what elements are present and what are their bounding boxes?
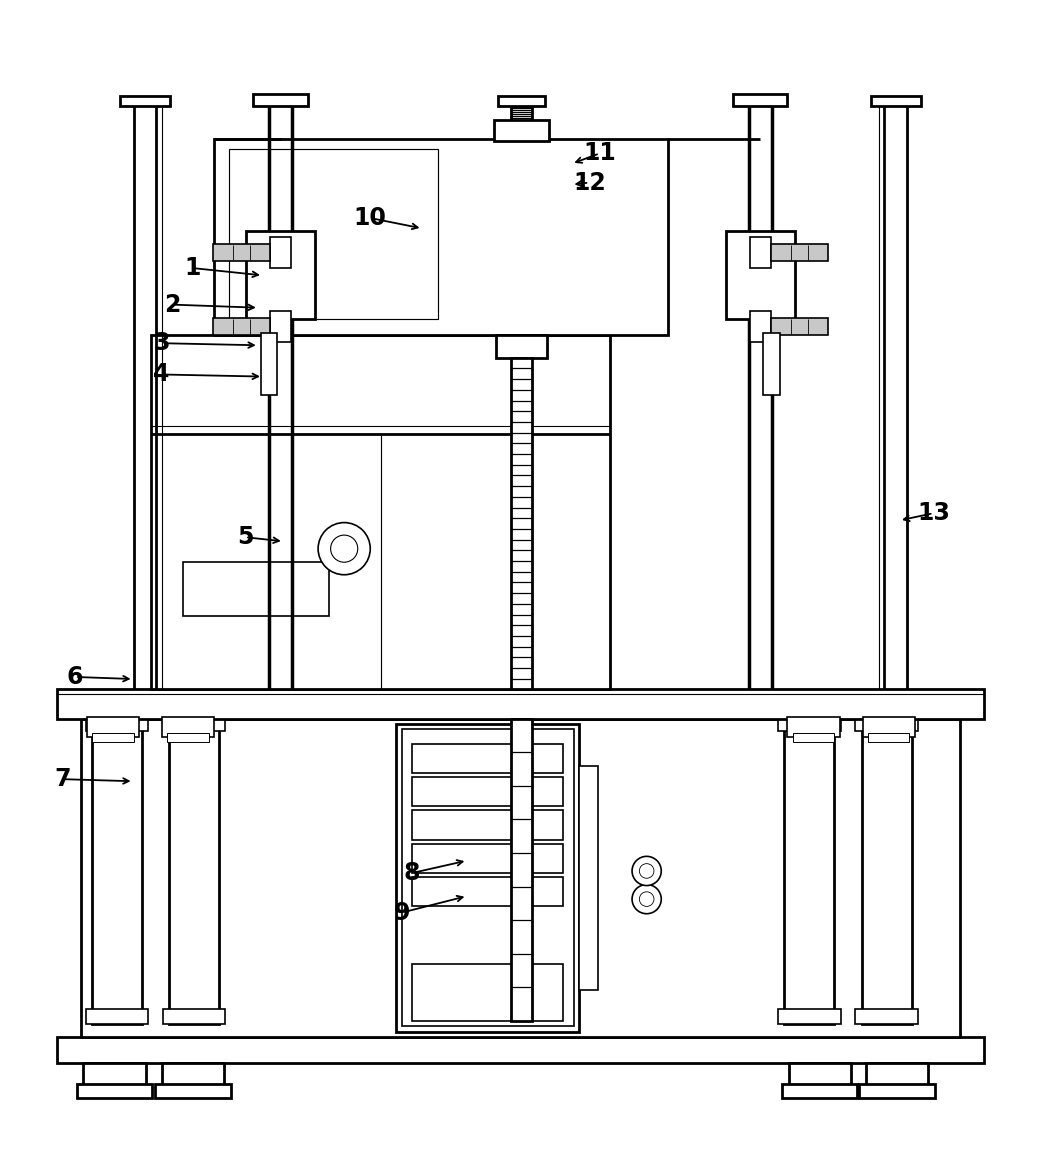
Bar bbox=[92, 733, 134, 741]
Bar bbox=[213, 244, 270, 261]
Bar bbox=[412, 744, 563, 773]
Circle shape bbox=[639, 891, 654, 906]
Bar bbox=[261, 332, 277, 395]
Bar bbox=[167, 733, 209, 741]
Text: 5: 5 bbox=[237, 525, 253, 550]
Text: 3: 3 bbox=[153, 331, 170, 356]
Bar bbox=[868, 733, 909, 741]
Text: 10: 10 bbox=[354, 206, 387, 230]
Bar bbox=[498, 96, 545, 107]
Text: 6: 6 bbox=[67, 665, 83, 689]
Bar bbox=[87, 717, 139, 738]
Bar bbox=[169, 729, 219, 1024]
Bar bbox=[120, 96, 170, 107]
Bar bbox=[163, 1009, 225, 1024]
Bar bbox=[270, 237, 291, 268]
Bar bbox=[214, 138, 668, 335]
Bar bbox=[511, 718, 532, 1021]
Circle shape bbox=[632, 856, 661, 885]
Bar bbox=[412, 963, 563, 1021]
Bar bbox=[778, 1009, 841, 1024]
Bar bbox=[396, 724, 579, 1032]
Bar bbox=[778, 716, 841, 731]
Bar bbox=[789, 1063, 851, 1085]
Text: 4: 4 bbox=[153, 363, 170, 387]
Text: 13: 13 bbox=[917, 501, 950, 525]
Bar bbox=[81, 718, 960, 1037]
Bar bbox=[750, 237, 771, 268]
Bar bbox=[863, 717, 915, 738]
Bar bbox=[859, 1084, 935, 1098]
Bar bbox=[855, 1009, 918, 1024]
Text: 12: 12 bbox=[573, 171, 606, 194]
Bar bbox=[229, 149, 438, 320]
Bar bbox=[511, 107, 532, 136]
Bar bbox=[787, 717, 840, 738]
Bar bbox=[771, 244, 828, 261]
Bar bbox=[246, 230, 315, 320]
Bar bbox=[750, 311, 771, 342]
Text: 7: 7 bbox=[54, 767, 71, 791]
Bar bbox=[213, 318, 270, 335]
Bar bbox=[86, 1009, 148, 1024]
Bar bbox=[151, 335, 610, 689]
Bar bbox=[86, 716, 148, 731]
Bar bbox=[163, 716, 225, 731]
Bar bbox=[183, 562, 329, 617]
Bar bbox=[412, 810, 563, 840]
Bar bbox=[782, 1084, 857, 1098]
Text: 8: 8 bbox=[404, 861, 420, 885]
Bar bbox=[270, 311, 291, 342]
Bar bbox=[57, 689, 984, 718]
Bar bbox=[733, 94, 787, 107]
Text: 1: 1 bbox=[185, 256, 201, 280]
Bar bbox=[412, 844, 563, 873]
Bar bbox=[726, 230, 795, 320]
Bar bbox=[253, 94, 308, 107]
Bar bbox=[162, 717, 214, 738]
Text: 9: 9 bbox=[393, 901, 410, 925]
Bar bbox=[771, 318, 828, 335]
Bar bbox=[162, 1063, 224, 1085]
Text: 2: 2 bbox=[164, 293, 180, 316]
Bar bbox=[155, 1084, 231, 1098]
Bar bbox=[412, 877, 563, 906]
Bar bbox=[862, 729, 912, 1024]
Bar bbox=[579, 766, 598, 990]
Bar bbox=[494, 120, 549, 141]
Bar bbox=[784, 729, 834, 1024]
Bar bbox=[871, 96, 921, 107]
Circle shape bbox=[331, 536, 358, 562]
Bar bbox=[855, 716, 918, 731]
Bar bbox=[92, 729, 142, 1024]
Bar bbox=[511, 358, 532, 689]
Bar bbox=[793, 733, 834, 741]
Text: 11: 11 bbox=[583, 142, 616, 165]
Bar bbox=[866, 1063, 928, 1085]
Bar bbox=[83, 1063, 146, 1085]
Bar bbox=[57, 1037, 984, 1063]
Bar bbox=[763, 332, 780, 395]
Circle shape bbox=[632, 884, 661, 913]
Circle shape bbox=[639, 863, 654, 878]
Bar bbox=[496, 335, 547, 358]
Bar bbox=[77, 1084, 152, 1098]
Bar bbox=[402, 729, 574, 1026]
Bar bbox=[412, 777, 563, 806]
Circle shape bbox=[318, 523, 370, 575]
